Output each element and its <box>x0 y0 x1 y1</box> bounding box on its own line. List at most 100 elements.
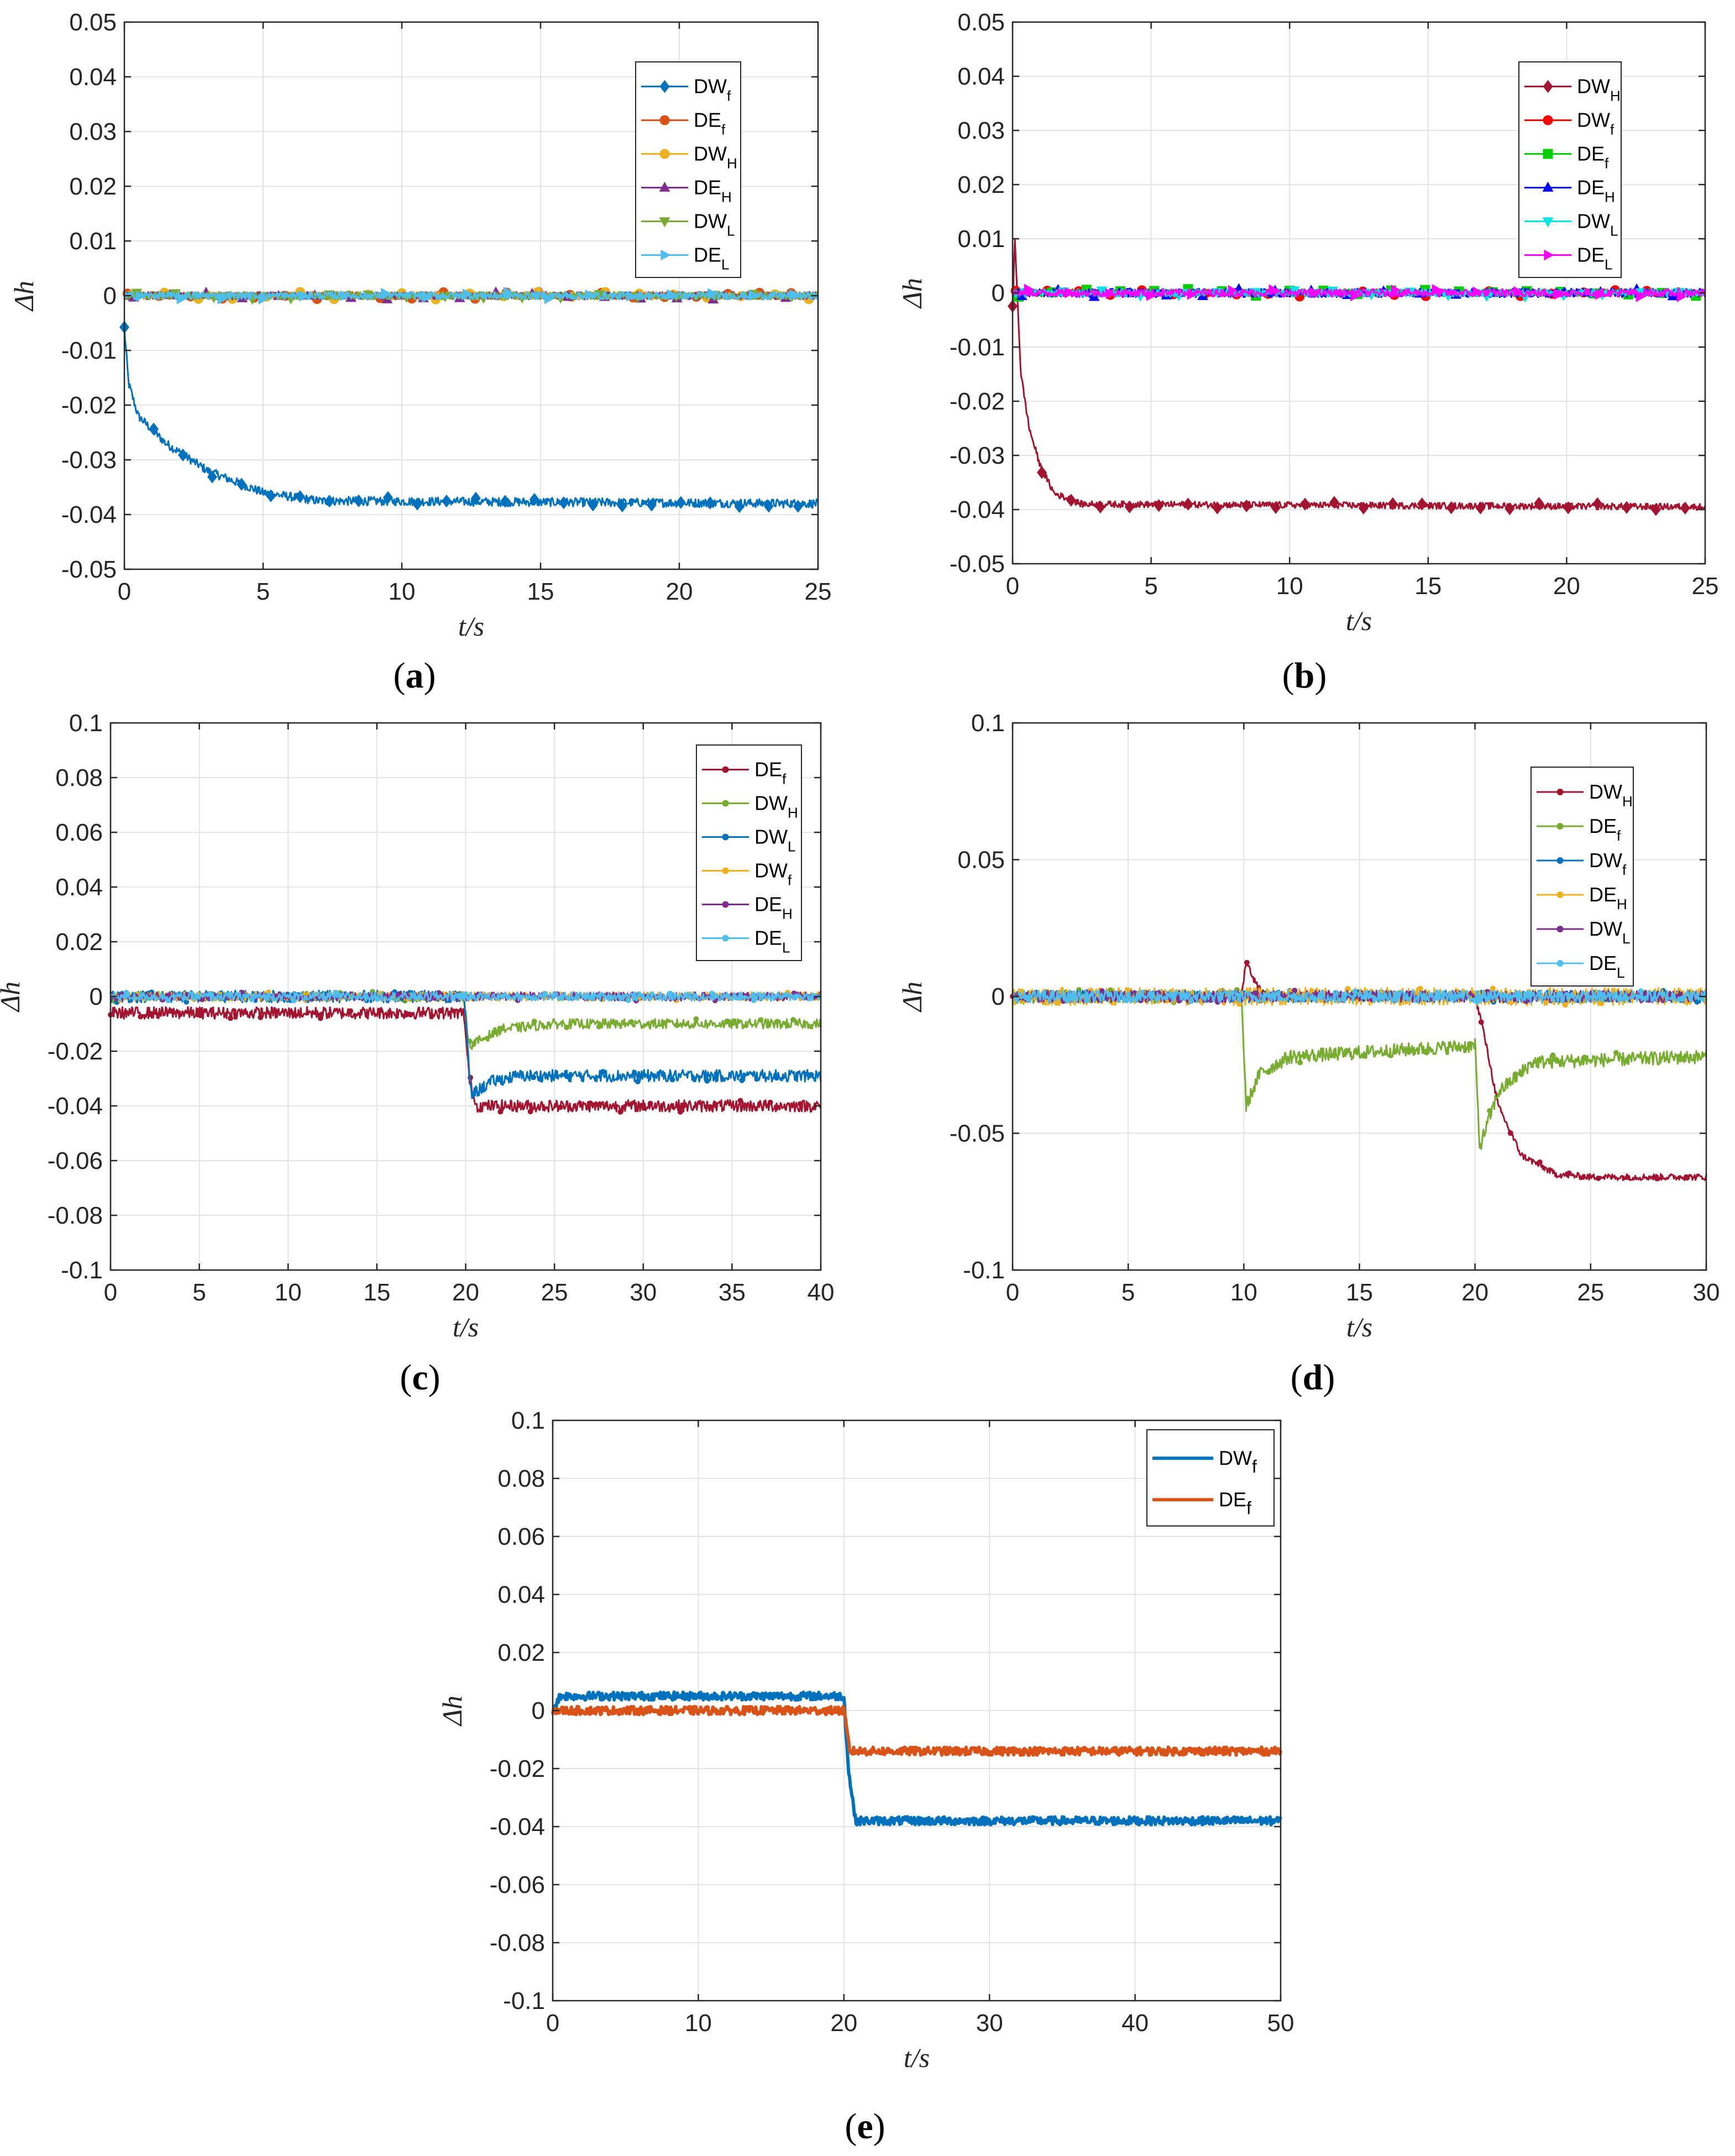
legend-marker <box>659 149 670 159</box>
legend-subscript: f <box>1605 155 1609 172</box>
chart-panel-b: 0 5 10 15 20 25 -0.05 -0.04 -0.03 -0.02 -0.01 0 0.01… <box>868 0 1735 696</box>
y-tick-label: 0.04 <box>957 63 1005 90</box>
data-point <box>1562 1002 1568 1008</box>
data-point <box>381 287 391 299</box>
data-point <box>1563 501 1574 515</box>
data-point <box>584 994 589 1000</box>
legend-marker <box>1544 249 1554 261</box>
data-point <box>527 1109 533 1115</box>
legend-subscript: f <box>727 88 731 104</box>
legend-subscript: H <box>721 189 732 206</box>
series-line-dw-l <box>123 291 819 301</box>
legend-subscript: f <box>782 771 787 788</box>
data-point <box>236 478 247 491</box>
data-point <box>1309 287 1320 298</box>
data-point <box>1474 999 1480 1005</box>
data-point <box>500 993 506 999</box>
x-tick-label: 50 <box>1267 2010 1294 2037</box>
y-tick-label: 0.02 <box>55 929 103 956</box>
legend-marker <box>722 766 729 773</box>
y-tick-label: 0.03 <box>69 118 117 145</box>
legend-subscript: f <box>788 872 792 889</box>
y-tick-label: 0.05 <box>957 847 1005 874</box>
data-point <box>1566 1170 1572 1176</box>
legend-marker <box>661 249 671 261</box>
data-point <box>1592 497 1603 511</box>
data-point <box>1392 1049 1398 1055</box>
legend-marker <box>659 181 670 192</box>
data-point <box>635 1079 641 1084</box>
data-point <box>647 1100 653 1106</box>
legend-marker <box>1556 789 1564 795</box>
series-group <box>1010 959 1707 1182</box>
data-point <box>1475 501 1486 515</box>
y-tick-label: -0.04 <box>61 501 117 528</box>
y-tick-label: 0.04 <box>55 874 103 901</box>
y-tick-label: -0.03 <box>61 447 117 474</box>
data-point <box>1515 991 1521 997</box>
data-point <box>758 1017 764 1023</box>
legend-marker <box>1556 891 1564 898</box>
data-point <box>441 494 452 508</box>
y-tick-label: 0.01 <box>69 228 117 255</box>
data-point <box>617 499 627 513</box>
chart-d: 0 5 10 15 20 25 30 -0.1 -0.05 0 0.05 0.1 t/s Δh DWHDEf… <box>897 710 1720 1342</box>
x-tick-label: 40 <box>808 1279 835 1306</box>
x-tick-label: 5 <box>1121 1279 1135 1306</box>
data-point <box>123 990 129 995</box>
data-point <box>1478 1019 1484 1025</box>
data-point <box>1065 287 1075 298</box>
data-point <box>1624 1174 1631 1181</box>
data-point <box>763 500 774 513</box>
series-line-de-l <box>1011 989 1707 1004</box>
data-point <box>625 998 631 1003</box>
data-point <box>184 999 190 1005</box>
panel-label-e: (e) <box>845 2106 885 2147</box>
y-tick-label: -0.08 <box>48 1202 103 1229</box>
y-tick-label: 0.08 <box>497 1465 545 1492</box>
y-tick-label: 0.03 <box>957 117 1005 144</box>
data-point <box>751 998 757 1004</box>
x-tick-label: 35 <box>719 1279 746 1306</box>
data-point <box>1534 496 1544 510</box>
data-point <box>1391 284 1401 296</box>
data-point <box>1358 501 1369 515</box>
y-tick-label: 0.02 <box>69 173 117 200</box>
series-group <box>1008 238 1706 516</box>
x-tick-label: 0 <box>104 1279 117 1306</box>
data-point <box>1146 290 1157 301</box>
data-point <box>1350 290 1360 302</box>
series-markers-de-l <box>1024 284 1687 302</box>
legend-subscript: H <box>782 906 793 922</box>
legend-subscript: L <box>1610 223 1618 239</box>
data-point <box>1147 990 1154 996</box>
series-line-de-f <box>551 1704 1282 1757</box>
x-tick-label: 15 <box>363 1279 390 1306</box>
x-tick-label: 15 <box>1414 573 1442 600</box>
legend-marker <box>722 867 729 874</box>
data-point <box>669 1077 675 1083</box>
y-tick-label: 0.05 <box>69 9 117 36</box>
x-tick-label: 30 <box>976 2010 1003 2037</box>
y-tick-label: 0.08 <box>55 764 103 791</box>
data-point <box>437 1008 443 1014</box>
data-point <box>542 990 548 996</box>
y-tick-label: 0 <box>992 280 1005 307</box>
data-point <box>1197 290 1208 300</box>
panel-label-d: (d) <box>1290 1357 1335 1398</box>
data-point <box>1581 1055 1587 1060</box>
chart-e: 0 10 20 30 40 50 -0.1 -0.08 -0.06 -0.04 -0.02 0 0.02… <box>437 1407 1294 2073</box>
data-point <box>693 1016 699 1022</box>
legend-subscript: H <box>1605 189 1615 206</box>
tick-marks <box>109 722 822 1271</box>
data-point <box>1595 288 1605 300</box>
data-point <box>1518 1071 1524 1077</box>
data-point <box>1270 992 1276 998</box>
data-point <box>176 293 187 305</box>
legend-marker <box>659 217 670 228</box>
y-tick-label: -0.1 <box>61 1257 103 1284</box>
series-group <box>119 286 819 513</box>
data-point <box>378 1008 384 1014</box>
